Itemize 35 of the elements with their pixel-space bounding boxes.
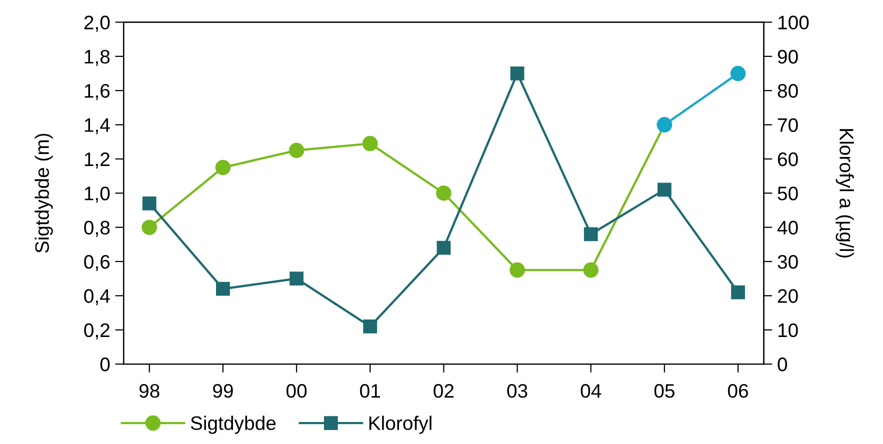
y2-tick-label: 20 — [778, 289, 798, 303]
y-tick-label: 0,8 — [84, 220, 110, 237]
x-tick-label: 05 — [654, 384, 674, 398]
y-tick-label: 0,2 — [84, 323, 110, 340]
x-tick-label: 02 — [434, 384, 454, 398]
y2-tick-label: 60 — [778, 152, 798, 166]
y2-tick-label: 70 — [778, 118, 798, 132]
y-tick-label: 1,0 — [84, 186, 110, 203]
x-tick-label: 03 — [507, 384, 528, 398]
legend-label: Klorofyl — [369, 416, 432, 434]
x-tick-label: 04 — [580, 384, 602, 398]
y-axis-title: Sigtdybde (m) — [34, 134, 53, 253]
y2-tick-label: 30 — [778, 254, 798, 269]
x-tick-label: 00 — [286, 384, 307, 398]
y-tick-label: 0 — [100, 358, 110, 372]
legend-label: Sigtdybde — [190, 416, 276, 434]
x-tick-label: 06 — [728, 384, 748, 398]
y-tick-label: 0,4 — [84, 289, 110, 306]
x-tick-label: 98 — [139, 384, 160, 398]
y-tick-label: 1,4 — [84, 118, 110, 134]
y2-tick-label: 0 — [778, 358, 788, 372]
x-tick-label: 99 — [213, 384, 233, 398]
y2-tick-label: 100 — [778, 16, 809, 30]
y2-axis-title: Klorofyl a (µg/l) — [836, 129, 854, 258]
y-tick-label: 1,6 — [84, 84, 110, 100]
y2-tick-label: 40 — [777, 220, 798, 235]
y2-tick-label: 10 — [778, 323, 798, 338]
x-tick-label: 01 — [360, 384, 380, 398]
y-tick-label: 1,8 — [84, 50, 110, 66]
y2-tick-label: 50 — [778, 186, 798, 200]
y2-tick-label: 80 — [778, 84, 798, 98]
y-tick-label: 0,6 — [84, 254, 110, 272]
y-tick-label: 1,2 — [84, 152, 110, 168]
y2-tick-label: 90 — [778, 50, 798, 64]
y-tick-label: 2,0 — [84, 16, 110, 32]
